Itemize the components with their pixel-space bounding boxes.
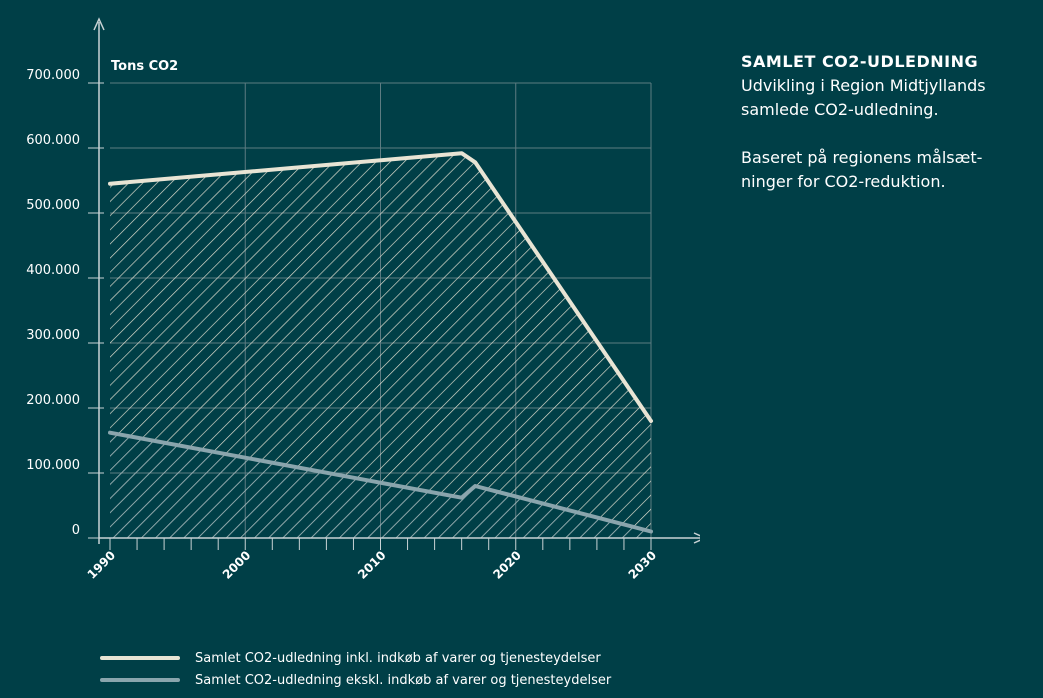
legend-swatch [100,656,180,660]
axes [88,17,700,550]
x-axis-arrow [693,532,700,544]
legend-label: Samlet CO2-udledning ekskl. indkøb af va… [195,672,612,688]
side-line-3: Baseret på regionens målsæt- [741,148,983,167]
y-tick-label: 300.000 [26,328,80,343]
y-tick-label: 0 [72,523,80,538]
x-tick-label: 2020 [490,548,524,582]
legend-item: Samlet CO2-udledning inkl. indkøb af var… [100,647,611,669]
side-text: SAMLET CO2-UDLEDNING Udvikling i Region … [741,50,1041,194]
series-line [108,151,653,423]
x-tick-label: 2030 [626,548,660,582]
legend: Samlet CO2-udledning inkl. indkøb af var… [100,647,611,691]
side-heading: SAMLET CO2-UDLEDNING [741,52,979,71]
y-tick-label: 400.000 [26,263,80,278]
legend-label: Samlet CO2-udledning inkl. indkøb af var… [195,650,601,666]
side-line-2: samlede CO2-udledning. [741,100,939,119]
y-tick-label: 600.000 [26,133,80,148]
y-axis-arrow [93,17,105,31]
x-tick-label: 1990 [85,548,119,582]
area-fills [110,153,651,538]
y-tick-label: 700.000 [26,68,80,83]
legend-swatch [100,678,180,682]
x-tick-label: 2000 [220,548,254,582]
y-tick-label: 500.000 [26,198,80,213]
side-line-1: Udvikling i Region Midtjyllands [741,76,986,95]
x-tick-label: 2010 [355,548,389,582]
series-area [110,153,651,538]
side-line-4: ninger for CO2-reduktion. [741,172,946,191]
series-lines [108,151,653,534]
chart: 0 100.000 200.000 300.000 400.000 500.000 600.… [26,17,700,582]
legend-item: Samlet CO2-udledning ekskl. indkøb af va… [100,669,611,691]
series-line [108,430,653,534]
y-tick-label: 100.000 [26,458,80,473]
y-axis-label: Tons CO2 [111,59,178,74]
y-tick-label: 200.000 [26,393,80,408]
